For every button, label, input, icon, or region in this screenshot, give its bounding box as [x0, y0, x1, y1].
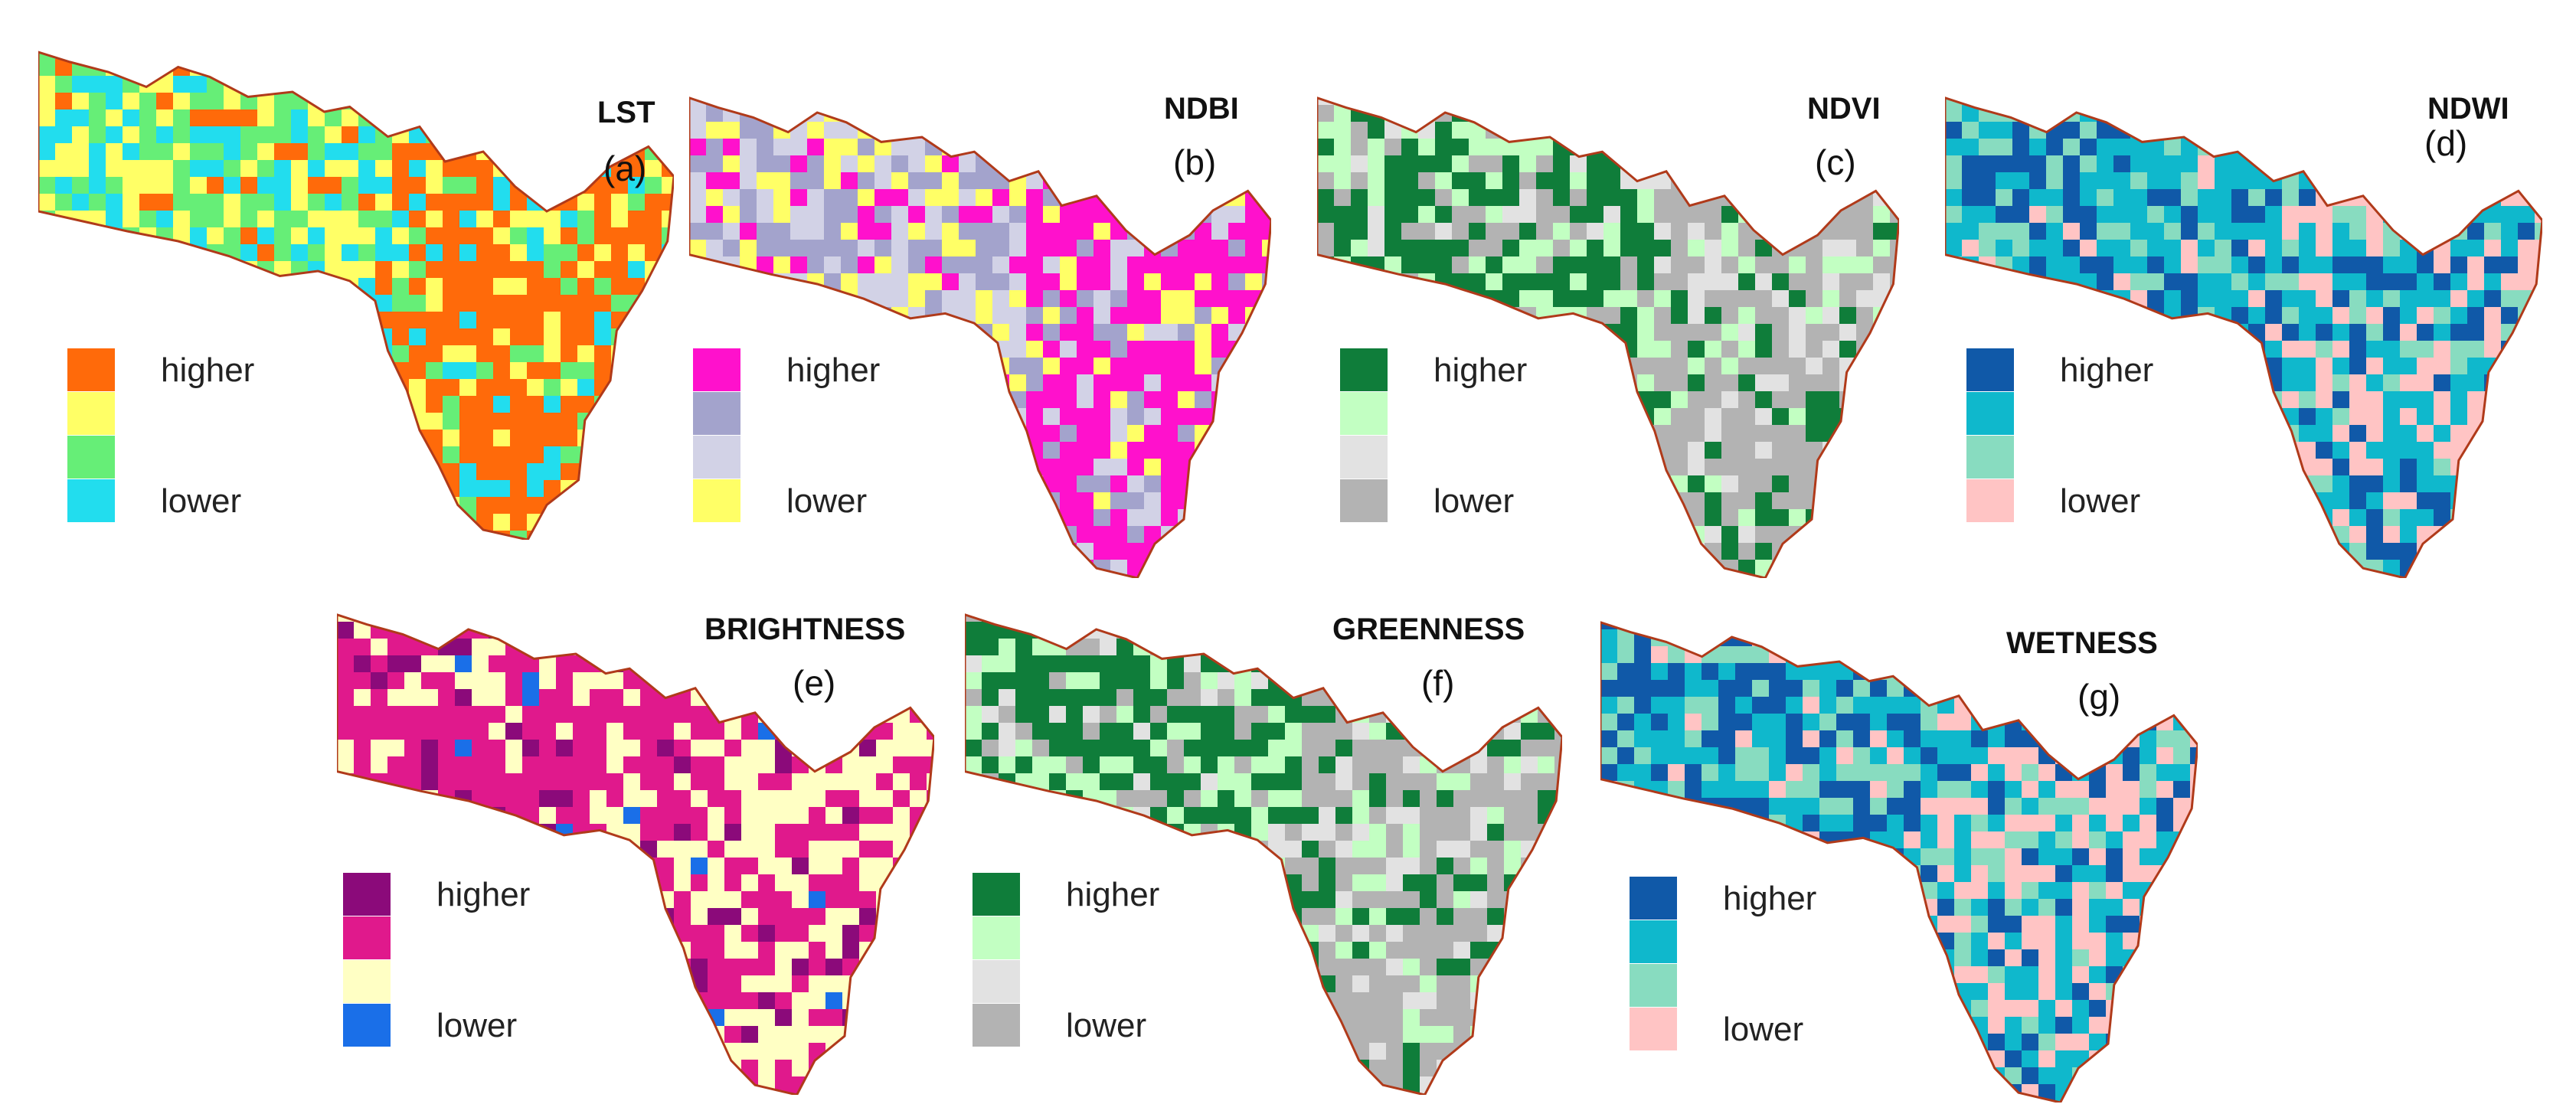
- legend-swatch: [1630, 1008, 1677, 1050]
- panel-title: NDBI: [1164, 92, 1239, 126]
- map-g: [1600, 621, 2198, 1103]
- legend: higher lower: [1966, 348, 2212, 532]
- legend-swatch: [1966, 348, 2014, 391]
- boundary-outline: [38, 51, 674, 540]
- boundary-outline: [1317, 96, 1899, 578]
- legend-label-lower: lower: [1066, 1007, 1147, 1044]
- legend-swatch: [693, 392, 740, 435]
- legend-swatch: [343, 916, 391, 959]
- panel-letter: (b): [1173, 142, 1217, 182]
- legend: higher lower: [67, 348, 312, 532]
- legend: higher lower: [973, 873, 1218, 1057]
- map-panel-g: WETNESS (g) higher lower: [1600, 613, 2198, 1103]
- panel-title: GREENNESS: [1332, 613, 1525, 646]
- legend-swatch: [973, 916, 1020, 959]
- legend-swatch: [67, 392, 115, 435]
- legend-swatch: [1966, 479, 2014, 522]
- legend-swatch: [1630, 920, 1677, 963]
- panel-title: LST: [597, 96, 655, 129]
- panel-letter: (e): [793, 663, 836, 703]
- legend-label-lower: lower: [786, 482, 868, 520]
- panel-letter: (d): [2424, 123, 2468, 163]
- legend-swatch: [693, 436, 740, 479]
- panel-title: WETNESS: [2006, 626, 2158, 660]
- legend-swatch: [693, 479, 740, 522]
- legend-swatch: [1966, 436, 2014, 479]
- legend-swatch: [343, 873, 391, 916]
- legend-swatch: [693, 348, 740, 391]
- legend-swatch: [1340, 348, 1388, 391]
- map-panel-b: NDBI (b) higher lower: [689, 88, 1271, 578]
- panel-letter: (a): [603, 149, 647, 188]
- legend-label-higher: higher: [161, 351, 255, 389]
- legend-swatch: [67, 436, 115, 479]
- legend-label-lower: lower: [161, 482, 242, 520]
- legend-label-lower: lower: [1433, 482, 1515, 520]
- legend-label-lower: lower: [436, 1007, 518, 1044]
- legend-label-higher: higher: [436, 876, 531, 913]
- map-e: [337, 613, 934, 1095]
- legend-swatch: [343, 1004, 391, 1047]
- panel-title: NDVI: [1807, 92, 1881, 126]
- map-panel-e: BRIGHTNESS (e) higher lower: [337, 605, 934, 1095]
- boundary-outline: [1600, 621, 2198, 1103]
- legend: higher lower: [343, 873, 588, 1057]
- map-f: [965, 613, 1562, 1095]
- legend-swatch: [1966, 392, 2014, 435]
- legend-swatch: [67, 479, 115, 522]
- panel-title: BRIGHTNESS: [704, 613, 906, 646]
- map-panel-c: NDVI (c) higher lower: [1317, 88, 1899, 578]
- legend-label-higher: higher: [1723, 880, 1817, 917]
- legend-swatch: [343, 960, 391, 1003]
- panel-letter: (f): [1421, 663, 1455, 703]
- legend-label-higher: higher: [2060, 351, 2154, 389]
- legend-swatch: [67, 348, 115, 391]
- map-panel-f: GREENNESS (f) higher lower: [965, 605, 1562, 1095]
- boundary-outline: [337, 613, 934, 1095]
- legend-swatch: [1340, 436, 1388, 479]
- legend-label-lower: lower: [1723, 1011, 1804, 1048]
- panel-title: NDWI: [2427, 92, 2509, 126]
- legend-swatch: [973, 1004, 1020, 1047]
- map-panel-a: LST (a) higher lower: [38, 42, 674, 540]
- legend-swatch: [1340, 479, 1388, 522]
- panel-letter: (g): [2077, 677, 2121, 717]
- legend-label-higher: higher: [1433, 351, 1528, 389]
- boundary-outline: [1945, 96, 2542, 578]
- legend: higher lower: [1630, 877, 1875, 1060]
- legend-label-higher: higher: [786, 351, 881, 389]
- boundary-outline: [965, 613, 1562, 1095]
- legend: higher lower: [693, 348, 938, 532]
- legend-swatch: [1630, 964, 1677, 1007]
- legend-swatch: [1340, 392, 1388, 435]
- panel-letter: (c): [1815, 142, 1856, 182]
- legend-label-higher: higher: [1066, 876, 1160, 913]
- legend-swatch: [973, 873, 1020, 916]
- legend-swatch: [973, 960, 1020, 1003]
- legend: higher lower: [1340, 348, 1585, 532]
- map-c: [1317, 96, 1899, 578]
- legend-swatch: [1630, 877, 1677, 920]
- map-panel-d: NDWI (d) higher lower: [1945, 88, 2542, 578]
- legend-label-lower: lower: [2060, 482, 2141, 520]
- boundary-outline: [689, 96, 1271, 578]
